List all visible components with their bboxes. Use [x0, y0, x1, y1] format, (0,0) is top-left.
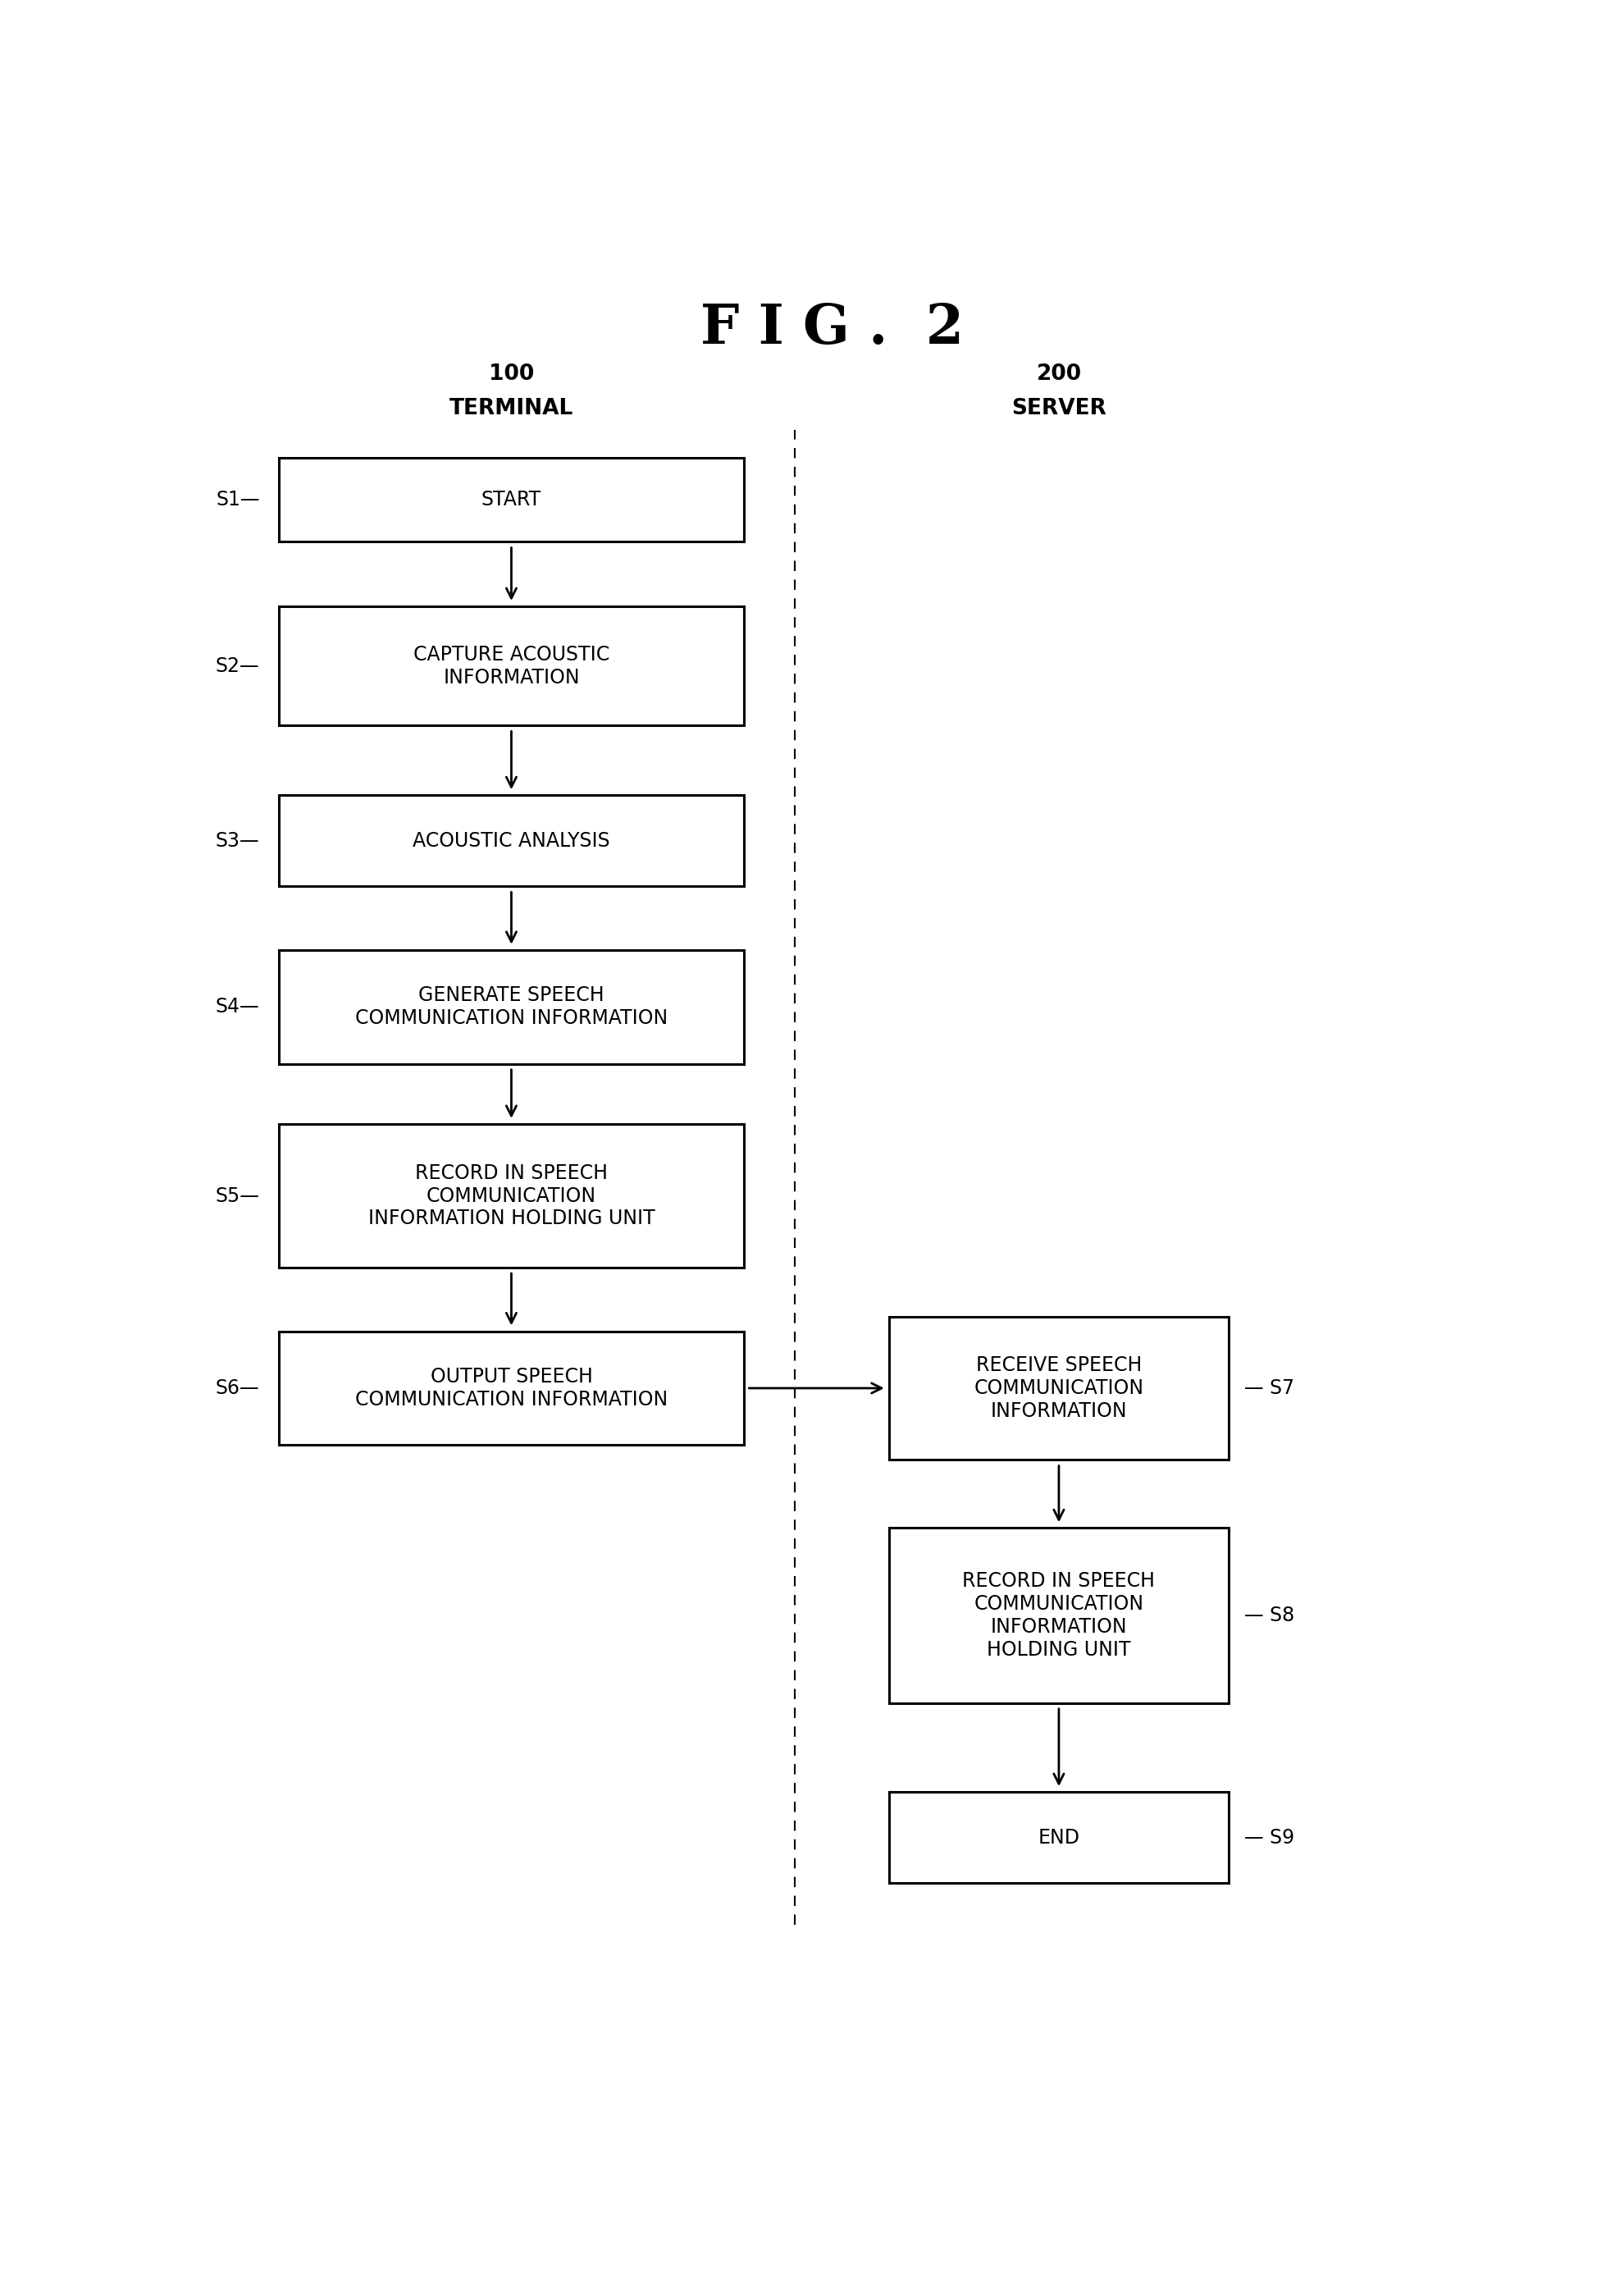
- FancyBboxPatch shape: [279, 949, 744, 1063]
- Text: S1—: S1—: [216, 491, 260, 509]
- FancyBboxPatch shape: [279, 459, 744, 543]
- Text: RECORD IN SPEECH
COMMUNICATION
INFORMATION HOLDING UNIT: RECORD IN SPEECH COMMUNICATION INFORMATI…: [369, 1163, 654, 1229]
- Text: — S7: — S7: [1244, 1378, 1294, 1399]
- Text: TERMINAL: TERMINAL: [450, 397, 573, 420]
- Text: ACOUSTIC ANALYSIS: ACOUSTIC ANALYSIS: [412, 831, 611, 852]
- FancyBboxPatch shape: [888, 1528, 1229, 1703]
- Text: S6—: S6—: [216, 1378, 260, 1399]
- Text: GENERATE SPEECH
COMMUNICATION INFORMATION: GENERATE SPEECH COMMUNICATION INFORMATIO…: [356, 986, 667, 1029]
- Text: CAPTURE ACOUSTIC
INFORMATION: CAPTURE ACOUSTIC INFORMATION: [412, 645, 609, 688]
- Text: RECORD IN SPEECH
COMMUNICATION
INFORMATION
HOLDING UNIT: RECORD IN SPEECH COMMUNICATION INFORMATI…: [963, 1572, 1155, 1660]
- FancyBboxPatch shape: [279, 1331, 744, 1444]
- Text: S2—: S2—: [216, 656, 260, 677]
- FancyBboxPatch shape: [279, 1124, 744, 1267]
- Text: 100: 100: [489, 363, 534, 384]
- FancyBboxPatch shape: [888, 1792, 1229, 1883]
- Text: SERVER: SERVER: [1012, 397, 1106, 420]
- FancyBboxPatch shape: [279, 795, 744, 886]
- FancyBboxPatch shape: [888, 1317, 1229, 1460]
- Text: — S8: — S8: [1244, 1606, 1294, 1626]
- Text: F I G .  2: F I G . 2: [700, 302, 965, 354]
- Text: — S9: — S9: [1244, 1828, 1294, 1846]
- Text: 200: 200: [1036, 363, 1082, 384]
- Text: S5—: S5—: [216, 1185, 260, 1206]
- Text: S4—: S4—: [216, 997, 260, 1017]
- Text: END: END: [1038, 1828, 1080, 1846]
- Text: RECEIVE SPEECH
COMMUNICATION
INFORMATION: RECEIVE SPEECH COMMUNICATION INFORMATION: [974, 1356, 1143, 1422]
- Text: S3—: S3—: [216, 831, 260, 852]
- FancyBboxPatch shape: [279, 606, 744, 724]
- Text: OUTPUT SPEECH
COMMUNICATION INFORMATION: OUTPUT SPEECH COMMUNICATION INFORMATION: [356, 1367, 667, 1410]
- Text: START: START: [481, 491, 541, 509]
